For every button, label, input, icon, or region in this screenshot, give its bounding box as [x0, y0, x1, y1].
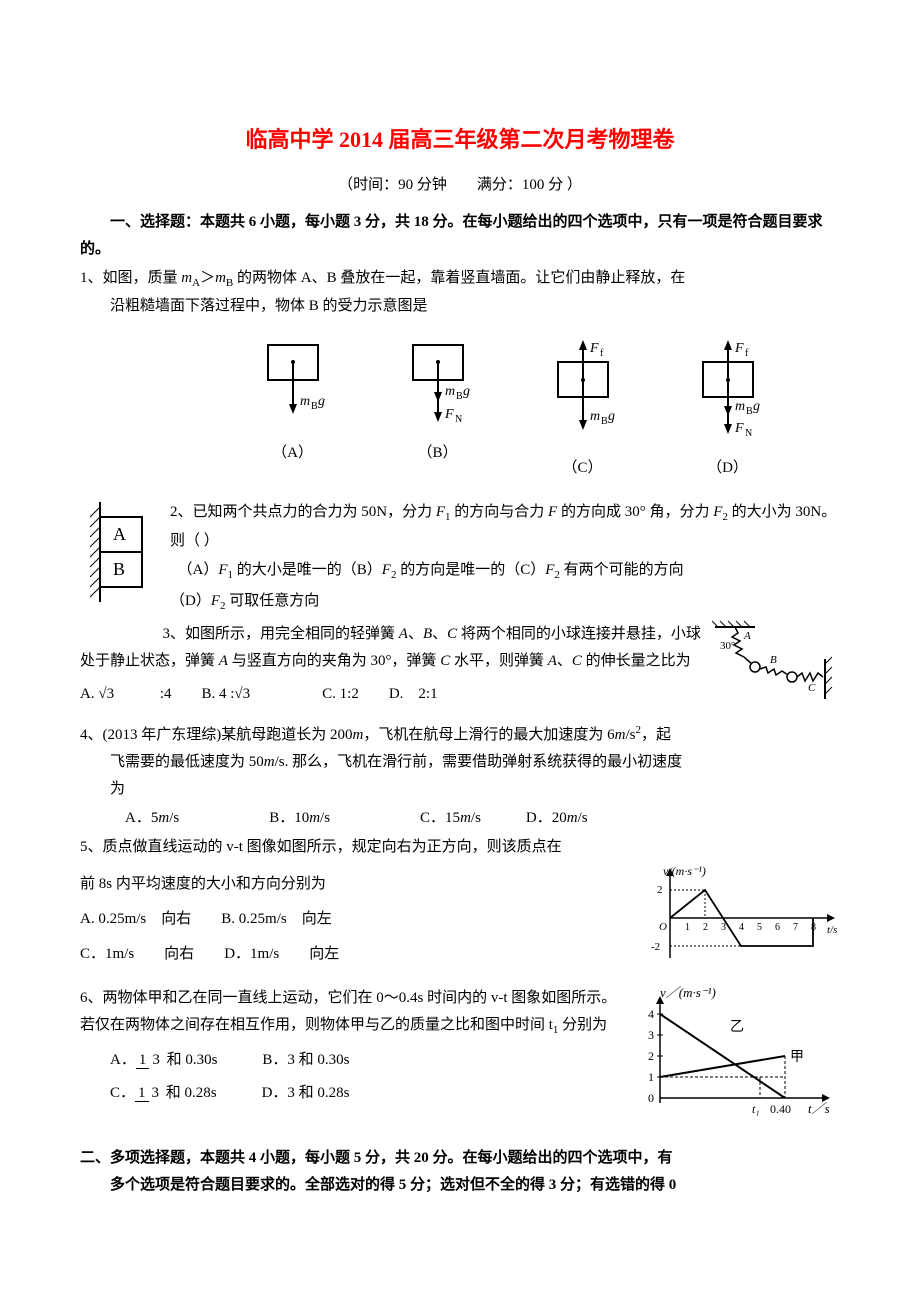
q3-figure: A 30° B C: [710, 619, 840, 719]
svg-text:C: C: [808, 682, 816, 694]
q6-options-ab: A．13 和 0.30s B．3 和 0.30s: [80, 1047, 630, 1074]
svg-text:0.40: 0.40: [770, 1102, 791, 1116]
svg-text:B: B: [113, 559, 125, 579]
section2-heading: 二、多项选择题，本题共 4 小题，每小题 5 分，共 20 分。在每小题给出的四…: [80, 1145, 840, 1199]
svg-text:g: g: [463, 384, 470, 399]
q6-options-cd: C．13 和 0.28s D．3 和 0.28s: [80, 1080, 630, 1107]
svg-text:v／(m·s⁻¹): v／(m·s⁻¹): [660, 985, 716, 1000]
svg-text:4: 4: [739, 922, 744, 933]
q5-options-ab: A. 0.25m/s 向右 B. 0.25m/s 向左: [80, 906, 645, 933]
q1-opt-b-label: （B）: [393, 440, 483, 467]
svg-text:m: m: [300, 394, 310, 409]
svg-text:f: f: [600, 348, 604, 359]
svg-text:t／s: t／s: [808, 1101, 830, 1116]
q6-text: 6、两物体甲和乙在同一直线上运动，它们在 0～0.4s 时间内的 v-t 图象如…: [80, 985, 630, 1041]
svg-text:4: 4: [648, 1007, 654, 1021]
q4-text: 4、(2013 年广东理综)某航母跑道长为 200m，飞机在航母上滑行的最大加速…: [80, 721, 840, 803]
q1-opt-c-label: （C）: [538, 455, 628, 482]
svg-text:B: B: [601, 416, 608, 427]
svg-text:O: O: [659, 921, 667, 933]
svg-text:g: g: [608, 409, 615, 424]
q2-options-line1: （A）F1 的大小是唯一的（B）F2 的方向是唯一的（C）F2 有两个可能的方向: [170, 557, 840, 586]
q2-text: 2、已知两个共点力的合力为 50N，分力 F1 的方向与合力 F 的方向成 30…: [170, 499, 840, 555]
subtitle: （时间：90 分钟 满分：100 分 ）: [80, 172, 840, 199]
svg-text:7: 7: [793, 922, 798, 933]
svg-text:m: m: [445, 384, 455, 399]
q1-text: 1、如图，质量 mA＞mB 的两物体 A、B 叠放在一起，靠着竖直墙面。让它们由…: [80, 265, 840, 321]
svg-text:A: A: [743, 630, 751, 642]
svg-text:6: 6: [775, 922, 780, 933]
q1-fig-c: Ff mBg （C）: [538, 340, 628, 482]
svg-text:2: 2: [703, 922, 708, 933]
svg-text:g: g: [753, 399, 760, 414]
svg-text:g: g: [318, 394, 325, 409]
q5-chart: v/(m·s⁻¹) 2 -2 O 12345678 t/s: [645, 863, 840, 983]
q1-opt-d-label: （D）: [683, 455, 773, 482]
svg-text:1: 1: [648, 1070, 654, 1084]
svg-text:乙: 乙: [730, 1019, 744, 1035]
svg-text:B: B: [311, 401, 318, 412]
svg-text:0: 0: [648, 1091, 654, 1105]
svg-text:3: 3: [721, 922, 726, 933]
q5-options-cd: C．1m/s 向右 D．1m/s 向左: [80, 941, 645, 968]
svg-text:t₁: t₁: [752, 1102, 760, 1116]
svg-text:B: B: [456, 391, 463, 402]
svg-text:B: B: [746, 406, 753, 417]
svg-text:m: m: [735, 399, 745, 414]
svg-text:1: 1: [685, 922, 690, 933]
section1-heading: 一、选择题：本题共 6 小题，每小题 3 分，共 18 分。在每小题给出的四个选…: [80, 209, 840, 263]
q6-chart: v／(m·s⁻¹) 0 1 2 3 4 乙 甲: [630, 983, 840, 1133]
svg-text:m: m: [590, 409, 600, 424]
q1-opt-a-label: （A）: [248, 440, 338, 467]
svg-text:2: 2: [648, 1049, 654, 1063]
q3-row: 3、如图所示，用完全相同的轻弹簧 A、B、C 将两个相同的小球连接并悬挂，小球处…: [80, 619, 840, 719]
svg-text:F: F: [444, 407, 454, 422]
svg-text:3: 3: [648, 1028, 654, 1042]
svg-text:f: f: [745, 348, 749, 359]
q2-row: A B 2、已知两个共点力的合力为 50N，分力 F1 的方向与合力 F 的方向…: [80, 497, 840, 618]
svg-text:F: F: [589, 341, 599, 356]
q1-fig-a: mBg （A）: [248, 340, 338, 482]
q5-text2: 前 8s 内平均速度的大小和方向分别为: [80, 871, 645, 898]
q3-text: 3、如图所示，用完全相同的轻弹簧 A、B、C 将两个相同的小球连接并悬挂，小球处…: [80, 621, 710, 675]
page-title: 临高中学 2014 届高三年级第二次月考物理卷: [80, 120, 840, 160]
q5-text1: 5、质点做直线运动的 v-t 图像如图所示，规定向右为正方向，则该质点在: [80, 834, 840, 861]
svg-text:N: N: [745, 428, 752, 439]
svg-text:N: N: [455, 414, 462, 425]
svg-text:F: F: [734, 341, 744, 356]
q3-options: A. √3 :4 B. 4 :√3 C. 1:2 D. 2:1: [80, 681, 710, 708]
svg-text:B: B: [770, 654, 777, 666]
q2-option-d: （D）F2 可取任意方向: [170, 588, 840, 617]
q1-fig-b: mBg FN （B）: [393, 340, 483, 482]
q1-figures: mBg （A） mBg FN （B） Ff mBg （C）: [220, 340, 800, 482]
q1-fig-d: Ff mBg FN （D）: [683, 340, 773, 482]
svg-text:t/s: t/s: [827, 924, 837, 936]
svg-text:2: 2: [657, 884, 663, 896]
svg-text:F: F: [734, 421, 744, 436]
svg-text:A: A: [113, 524, 126, 544]
ab-wall-figure: A B: [80, 497, 160, 617]
svg-text:甲: 甲: [790, 1050, 804, 1065]
q4-options: A．5m/s B．10m/s C．15m/s D．20m/s: [80, 805, 840, 832]
svg-text:5: 5: [757, 922, 762, 933]
svg-text:-2: -2: [651, 941, 660, 953]
svg-text:30°: 30°: [720, 640, 735, 652]
